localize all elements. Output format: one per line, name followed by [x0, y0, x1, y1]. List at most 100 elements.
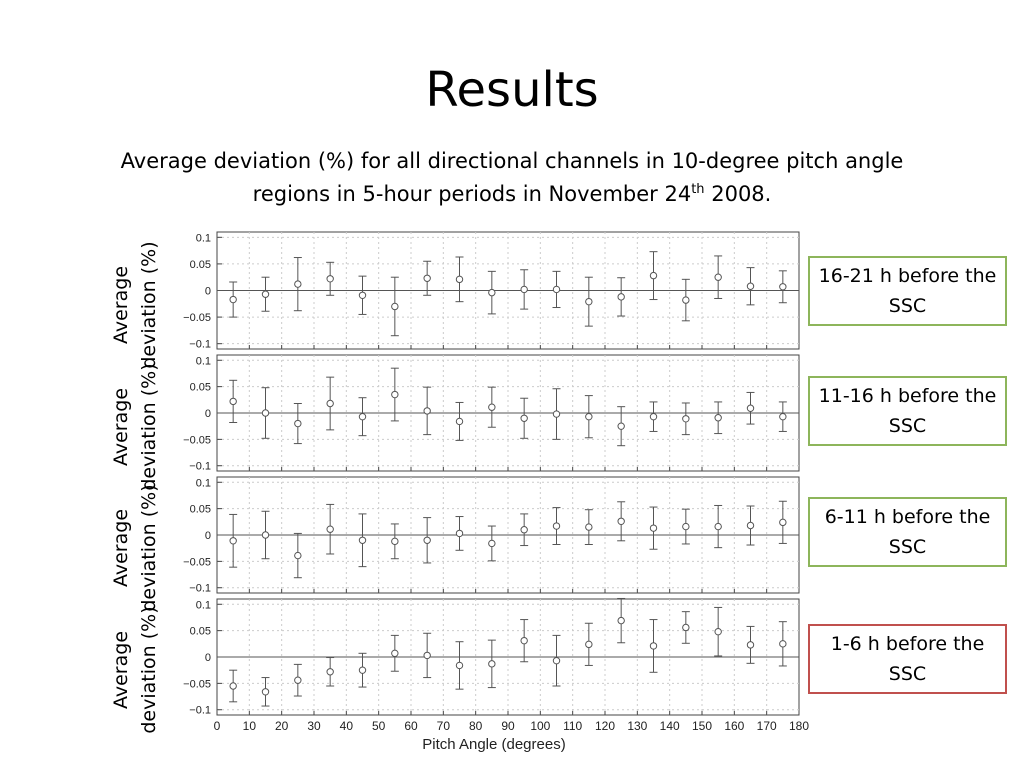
- y-tick-label: 0: [205, 652, 211, 664]
- data-point: [682, 415, 690, 423]
- data-point: [488, 403, 496, 411]
- data-point: [617, 422, 625, 430]
- y-tick-label: −0.1: [189, 583, 211, 595]
- panel-label-box-3: 6-11 h before the SSC: [808, 497, 1007, 567]
- data-point: [520, 526, 528, 534]
- data-point: [294, 551, 302, 560]
- slide-subtitle: Average deviation (%) for all directiona…: [80, 145, 944, 211]
- y-tick-label: −0.05: [183, 312, 211, 324]
- y-tick-label: −0.1: [189, 705, 211, 717]
- data-point: [455, 529, 464, 538]
- data-point: [261, 531, 270, 539]
- x-tick-label: 70: [437, 719, 451, 733]
- data-point: [326, 275, 334, 283]
- data-point: [455, 275, 464, 284]
- data-point: [746, 521, 755, 530]
- y-tick-label: 0.1: [196, 232, 211, 244]
- y-tick-label: 0.05: [190, 626, 211, 638]
- x-tick-label: 50: [372, 719, 386, 733]
- x-tick-label: 140: [660, 719, 680, 733]
- subtitle-end: 2008.: [704, 182, 772, 206]
- subtitle-superscript: th: [691, 182, 705, 197]
- x-tick-label: 130: [627, 719, 647, 733]
- data-point: [488, 539, 496, 548]
- data-point: [229, 397, 237, 406]
- x-tick-label: 180: [789, 719, 809, 733]
- data-point: [520, 636, 528, 645]
- x-tick-label: 30: [307, 719, 321, 733]
- data-point: [552, 522, 561, 530]
- data-point: [294, 280, 302, 288]
- slide-title: Results: [425, 62, 599, 118]
- data-point: [746, 641, 755, 649]
- x-tick-label: 110: [563, 719, 582, 733]
- x-tick-label: 40: [340, 719, 354, 733]
- y-tick-label: 0.05: [190, 259, 211, 271]
- data-point: [682, 522, 690, 531]
- x-tick-label: 60: [404, 719, 418, 733]
- data-point: [779, 640, 787, 648]
- data-point: [746, 282, 755, 290]
- panel-label-box-4: 1-6 h before the SSC: [808, 624, 1007, 694]
- y-tick-label: 0.05: [190, 504, 211, 516]
- data-point: [294, 676, 302, 684]
- data-point: [552, 410, 561, 418]
- data-point: [585, 640, 593, 649]
- y-tick-label: 0.1: [196, 477, 211, 489]
- data-point: [779, 283, 787, 291]
- data-point: [391, 302, 399, 311]
- data-point: [714, 414, 722, 422]
- data-point: [423, 536, 431, 544]
- data-point: [423, 407, 431, 415]
- data-point: [552, 656, 561, 665]
- data-point: [617, 517, 625, 525]
- y-tick-label: −0.1: [189, 339, 211, 351]
- data-point: [520, 414, 528, 422]
- data-point: [391, 537, 399, 546]
- data-point: [358, 536, 367, 544]
- x-tick-label: 170: [757, 719, 777, 733]
- data-point: [423, 651, 431, 660]
- data-point: [714, 273, 722, 281]
- data-point: [585, 412, 593, 421]
- data-point: [649, 412, 658, 421]
- data-point: [682, 296, 690, 304]
- data-point: [585, 523, 593, 531]
- x-tick-label: 150: [692, 719, 712, 733]
- x-tick-label: 90: [501, 719, 515, 733]
- y-tick-label: 0.1: [196, 599, 211, 611]
- x-tick-label: 120: [595, 719, 615, 733]
- data-point: [617, 616, 625, 625]
- data-point: [488, 288, 496, 297]
- x-axis-label: Pitch Angle (degrees): [422, 736, 565, 753]
- x-tick-label: 0: [214, 719, 221, 733]
- data-point: [649, 524, 658, 532]
- y-tick-label: 0.05: [190, 382, 211, 394]
- data-point: [779, 518, 787, 527]
- data-point: [326, 668, 334, 676]
- x-tick-label: 20: [275, 719, 289, 733]
- data-point: [585, 297, 593, 306]
- y-tick-label: −0.1: [189, 461, 211, 473]
- subtitle-main: Average deviation (%) for all directiona…: [120, 149, 904, 206]
- data-point: [682, 623, 690, 632]
- data-point: [326, 525, 334, 533]
- data-point: [261, 688, 270, 696]
- x-tick-label: 10: [243, 719, 257, 733]
- y-tick-label: −0.05: [183, 556, 211, 568]
- data-point: [649, 642, 658, 650]
- data-point: [358, 666, 367, 674]
- data-point: [229, 682, 237, 690]
- x-tick-label: 160: [724, 719, 744, 733]
- data-point: [229, 295, 237, 304]
- data-point: [229, 537, 237, 545]
- data-point: [294, 419, 302, 428]
- data-point: [261, 290, 270, 298]
- data-point: [455, 417, 464, 426]
- data-point: [261, 409, 270, 417]
- data-point: [714, 522, 722, 531]
- y-tick-label: 0: [205, 408, 211, 420]
- y-tick-label: 0: [205, 530, 211, 542]
- data-point: [391, 390, 399, 399]
